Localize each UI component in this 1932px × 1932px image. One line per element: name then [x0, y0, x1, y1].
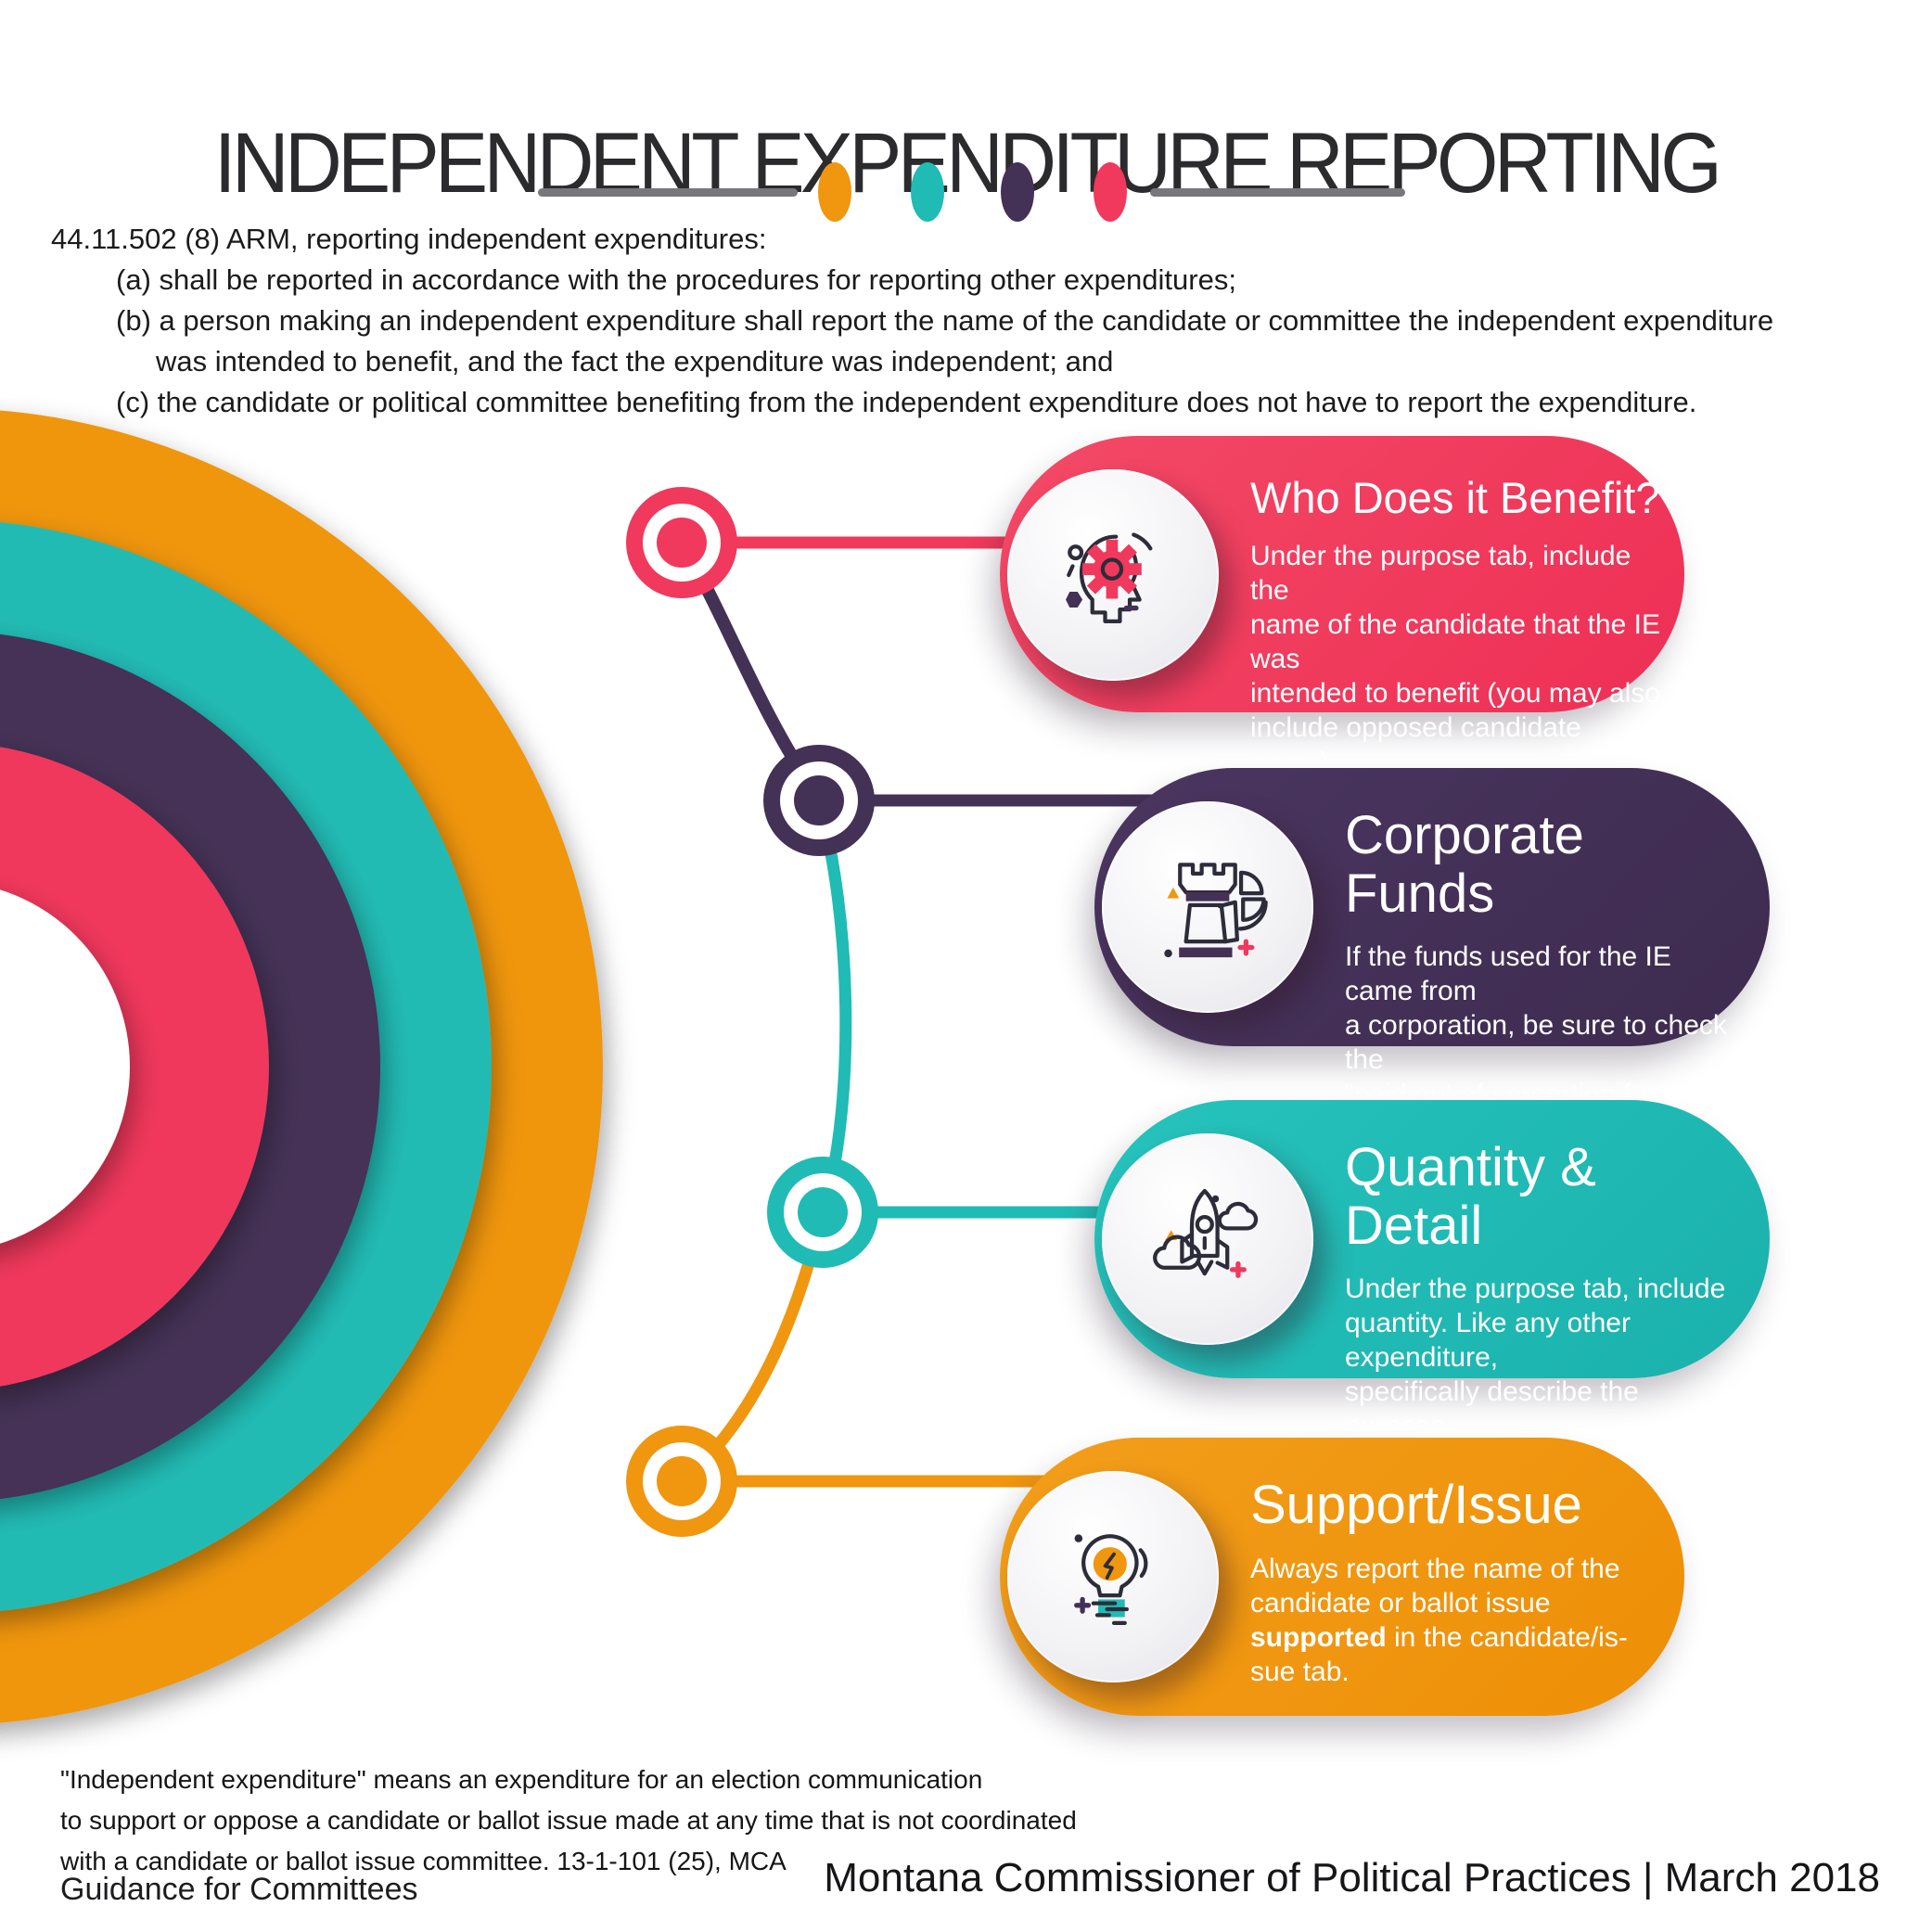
statute-item-b-cont: was intended to benefit, and the fact th…	[156, 345, 1114, 377]
card-quantity-detail: Quantity & Detail Under the purpose tab,…	[1094, 1100, 1770, 1510]
card-support-issue: Support/Issue Always report the name of …	[1000, 1438, 1684, 1716]
card-body-line: Under the purpose tab, include	[1345, 1273, 1726, 1305]
divider-dot-orange	[818, 162, 851, 222]
footer-guidance-label: Guidance for Committees	[60, 1872, 418, 1907]
timeline-node-support	[626, 1426, 737, 1537]
card-body-line: a corporation, be sure to check the	[1345, 1010, 1727, 1076]
divider-line-right	[1150, 188, 1405, 197]
statute-item-a: (a) shall be reported in accordance with…	[116, 263, 1236, 296]
card-corporate-funds: Corporate Funds If the funds used for th…	[1094, 768, 1770, 1281]
card-body-line: sue tab.	[1250, 1656, 1350, 1687]
statute-intro: 44.11.502 (8) ARM, reporting independent…	[51, 223, 767, 255]
chess-rook-pie-icon	[1164, 863, 1268, 958]
divider-dot-pink	[1094, 162, 1127, 222]
footer-source-label: Montana Commissioner of Political Practi…	[824, 1855, 1880, 1900]
page-title: INDEPENDENT EXPENDITURE REPORTING	[213, 115, 1722, 211]
card-title: Quantity & Detail	[1345, 1137, 1596, 1256]
concentric-rings	[0, 410, 603, 1723]
timeline-node-benefit	[626, 487, 737, 598]
card-title: Who Does it Benefit?	[1250, 473, 1660, 522]
timeline-node-corporate	[763, 745, 875, 856]
definition-line: with a candidate or ballot issue committ…	[60, 1847, 787, 1875]
definition-line: to support or oppose a candidate or ball…	[60, 1806, 1077, 1835]
card-who-does-it-benefit: Who Does it Benefit? Under the purpose t…	[1000, 436, 1684, 777]
divider-line-left	[538, 188, 798, 197]
card-body-line-bold: supported in the candidate/is-	[1250, 1621, 1628, 1653]
card-body-line: intended to benefit (you may also	[1250, 677, 1660, 709]
divider-dot-teal	[911, 162, 944, 222]
card-title: Support/Issue	[1250, 1475, 1582, 1535]
card-body-line: name of the candidate that the IE was	[1250, 608, 1660, 674]
card-icon-badge	[1007, 469, 1219, 681]
independent-expenditure-definition: "Independent expenditure" means an expen…	[60, 1759, 1077, 1882]
card-body-line: quantity. Like any other expenditure,	[1345, 1308, 1631, 1374]
statute-paragraph: 44.11.502 (8) ARM, reporting independent…	[51, 219, 1897, 423]
divider-dot-purple	[1001, 162, 1034, 222]
card-icon-badge	[1102, 1133, 1313, 1345]
card-body-line: Under the purpose tab, include the	[1250, 540, 1631, 606]
timeline-node-quantity	[767, 1157, 878, 1268]
card-body-line: candidate or ballot issue	[1250, 1587, 1551, 1619]
card-icon-badge	[1102, 801, 1313, 1013]
card-title: Corporate Funds	[1345, 805, 1584, 924]
statute-item-b: (b) a person making an independent expen…	[116, 304, 1774, 337]
statute-item-c: (c) the candidate or political committee…	[116, 386, 1697, 418]
card-body-line: specifically describe the purpose,	[1345, 1376, 1639, 1442]
head-gear-icon	[1066, 532, 1153, 624]
lightbulb-bolt-icon	[1074, 1534, 1148, 1626]
rocket-clouds-icon	[1153, 1188, 1259, 1278]
definition-line: "Independent expenditure" means an expen…	[60, 1765, 983, 1794]
card-icon-badge	[1007, 1471, 1219, 1683]
card-body-line: If the funds used for the IE came from	[1345, 941, 1671, 1007]
card-body-line: Always report the name of the	[1250, 1553, 1620, 1584]
